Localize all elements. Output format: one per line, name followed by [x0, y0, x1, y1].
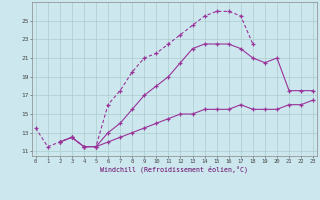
X-axis label: Windchill (Refroidissement éolien,°C): Windchill (Refroidissement éolien,°C)	[100, 166, 248, 173]
